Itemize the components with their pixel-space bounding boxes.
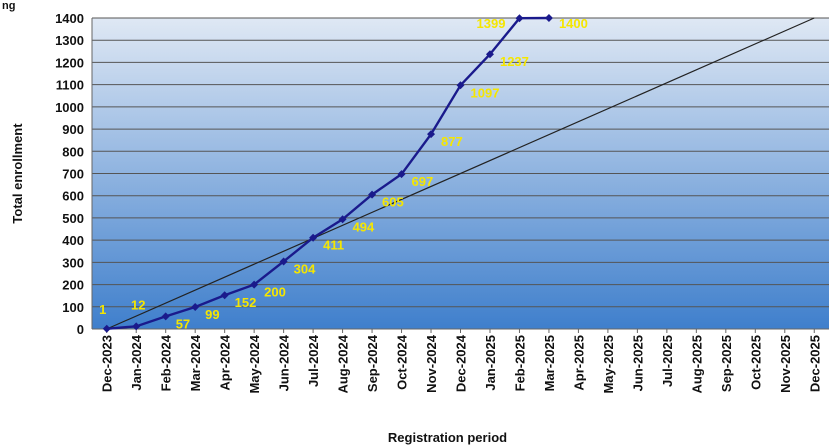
data-label: 1399 — [477, 16, 506, 31]
y-tick-label: 900 — [62, 122, 84, 137]
x-tick-label: Feb-2025 — [512, 335, 527, 391]
x-tick-label: Apr-2024 — [218, 334, 233, 390]
data-label: 12 — [131, 297, 145, 312]
data-point-marker — [544, 14, 553, 22]
y-tick-label: 500 — [62, 211, 84, 226]
trend-line — [106, 17, 815, 330]
data-point-marker — [250, 280, 259, 289]
x-axis-title: Registration period — [388, 430, 507, 445]
data-point-marker — [456, 81, 465, 90]
data-point-marker — [191, 303, 200, 312]
data-point-marker — [161, 312, 170, 321]
y-tick-label: 1000 — [55, 100, 84, 115]
data-point-marker — [338, 215, 347, 224]
gridlines — [91, 17, 829, 330]
y-tick-label: 600 — [62, 189, 84, 204]
data-label: 1097 — [471, 85, 500, 100]
y-tick-label: 1300 — [55, 33, 84, 48]
data-point-marker — [368, 190, 377, 199]
partial-top-text: ng — [2, 0, 15, 12]
y-tick-label: 300 — [62, 255, 84, 270]
y-tick-label: 1400 — [55, 11, 84, 26]
data-label: 200 — [264, 285, 286, 300]
data-point-marker — [309, 233, 318, 242]
data-label: 411 — [323, 238, 344, 253]
y-tick-label: 800 — [62, 144, 84, 159]
x-tick-label: Dec-2023 — [100, 335, 115, 392]
data-point-marker — [279, 257, 288, 266]
data-label: 494 — [353, 219, 375, 234]
data-label: 605 — [382, 195, 404, 210]
y-tick-label: 1100 — [56, 78, 84, 93]
x-tick-label: Jun-2025 — [630, 335, 645, 391]
x-tick-label: May-2025 — [601, 335, 616, 394]
x-tick-label: Oct-2025 — [748, 335, 763, 390]
y-axis-title: Total enrollment — [10, 123, 25, 224]
data-point-marker — [397, 170, 406, 179]
x-tick-label: Oct-2024 — [395, 334, 410, 390]
x-tick-label: Jun-2024 — [277, 334, 292, 391]
y-tick-label: 1200 — [55, 55, 84, 70]
data-label: 697 — [412, 174, 434, 189]
x-tick-label: Mar-2024 — [188, 334, 203, 391]
x-tick-label: Jul-2024 — [306, 334, 321, 387]
data-label: 877 — [441, 134, 463, 149]
data-label: 304 — [294, 261, 316, 276]
x-tick-label: Sep-2024 — [365, 334, 380, 392]
y-tick-label: 0 — [77, 322, 84, 337]
x-axis-ticks: Dec-2023 Jan-2024 Feb-2024 Mar-2024 Apr-2024… — [100, 329, 822, 394]
x-tick-label: Aug-2025 — [689, 335, 704, 394]
x-tick-label: Jan-2025 — [483, 335, 498, 391]
data-point-marker — [485, 50, 494, 59]
y-axis-ticks: 0 100 200 300 400 500 600 700 800 900 1000 1100 1200… — [55, 11, 84, 337]
x-tick-label: Jul-2025 — [660, 335, 675, 387]
x-tick-label: Nov-2024 — [424, 334, 439, 393]
trend-line-group — [106, 17, 815, 330]
data-point-marker — [515, 14, 524, 23]
data-label: 99 — [205, 307, 219, 322]
x-tick-label: Jan-2024 — [129, 334, 144, 390]
data-point-marker — [102, 324, 111, 333]
y-tick-label: 400 — [62, 233, 84, 248]
data-labels: 1 12 57 99 152 200 304 411 494 605 697 877 1097 1237 1… — [99, 16, 588, 331]
x-tick-label: Apr-2025 — [571, 335, 586, 391]
x-tick-label: Nov-2025 — [778, 335, 793, 393]
enrollment-series — [102, 14, 553, 333]
data-point-marker — [427, 130, 436, 139]
x-tick-label: Dec-2025 — [807, 335, 822, 392]
data-point-marker — [220, 291, 229, 300]
x-tick-label: Dec-2024 — [454, 334, 469, 392]
x-tick-label: Aug-2024 — [336, 334, 351, 393]
data-label: 152 — [235, 295, 257, 310]
y-tick-label: 100 — [62, 300, 84, 315]
x-tick-label: Mar-2025 — [542, 335, 557, 391]
y-tick-label: 200 — [62, 278, 84, 293]
x-tick-label: Feb-2024 — [159, 334, 174, 391]
y-tick-label: 700 — [62, 167, 84, 182]
data-point-marker — [132, 322, 141, 331]
x-tick-label: May-2024 — [247, 334, 262, 393]
data-label: 1237 — [500, 54, 529, 69]
data-label: 1400 — [559, 16, 588, 31]
series-line — [106, 16, 549, 330]
data-label: 57 — [176, 316, 190, 331]
x-tick-label: Sep-2025 — [719, 335, 734, 392]
data-label: 1 — [99, 302, 106, 317]
